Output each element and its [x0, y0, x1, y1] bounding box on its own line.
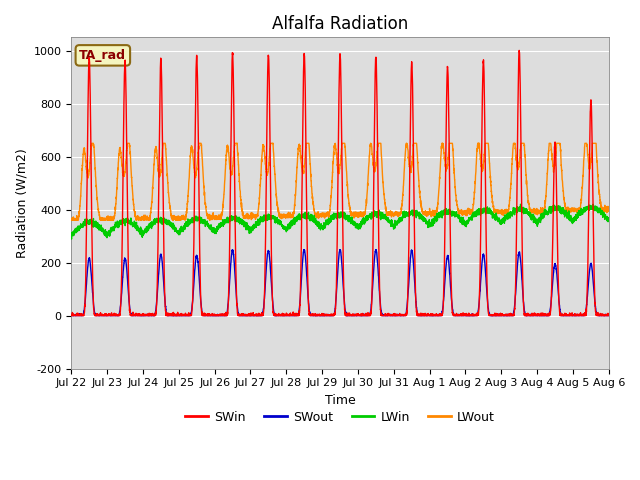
LWout	[67, 217, 75, 223]
SWout	[67, 312, 75, 317]
SWin	[605, 312, 612, 317]
SWout	[461, 312, 468, 318]
SWin	[67, 312, 75, 318]
SWin	[68, 312, 76, 318]
SWin	[491, 312, 499, 318]
LWin	[68, 236, 76, 242]
LWout	[605, 206, 612, 212]
Line: SWin: SWin	[71, 50, 609, 315]
SWout	[300, 247, 308, 252]
SWin	[431, 312, 438, 318]
Line: LWin: LWin	[71, 204, 609, 239]
Legend: SWin, SWout, LWin, LWout: SWin, SWout, LWin, LWout	[180, 406, 500, 429]
LWout	[164, 182, 172, 188]
LWin	[461, 222, 468, 228]
SWin	[164, 312, 172, 318]
LWout	[604, 207, 612, 213]
LWin	[320, 220, 328, 226]
Line: SWout: SWout	[71, 250, 609, 315]
LWin	[491, 213, 499, 219]
LWout	[320, 212, 328, 217]
X-axis label: Time: Time	[324, 394, 355, 407]
LWin	[516, 202, 524, 207]
LWin	[164, 218, 172, 224]
SWout	[68, 312, 76, 318]
Title: Alfalfa Radiation: Alfalfa Radiation	[272, 15, 408, 33]
LWout	[491, 210, 499, 216]
Line: LWout: LWout	[71, 144, 609, 220]
SWout	[320, 312, 328, 318]
SWout	[604, 312, 612, 318]
LWin	[67, 232, 75, 238]
Y-axis label: Radiation (W/m2): Radiation (W/m2)	[15, 148, 28, 258]
LWin	[431, 214, 438, 220]
SWout	[164, 312, 172, 318]
SWin	[320, 312, 328, 318]
LWin	[604, 216, 612, 221]
LWout	[431, 213, 438, 218]
LWin	[605, 216, 612, 221]
SWout	[492, 312, 499, 318]
SWout	[431, 312, 438, 318]
SWout	[605, 312, 612, 318]
Text: TA_rad: TA_rad	[79, 49, 126, 62]
SWin	[604, 312, 612, 318]
LWout	[461, 210, 468, 216]
LWout	[88, 141, 95, 146]
SWin	[461, 312, 468, 318]
SWin	[515, 48, 523, 53]
